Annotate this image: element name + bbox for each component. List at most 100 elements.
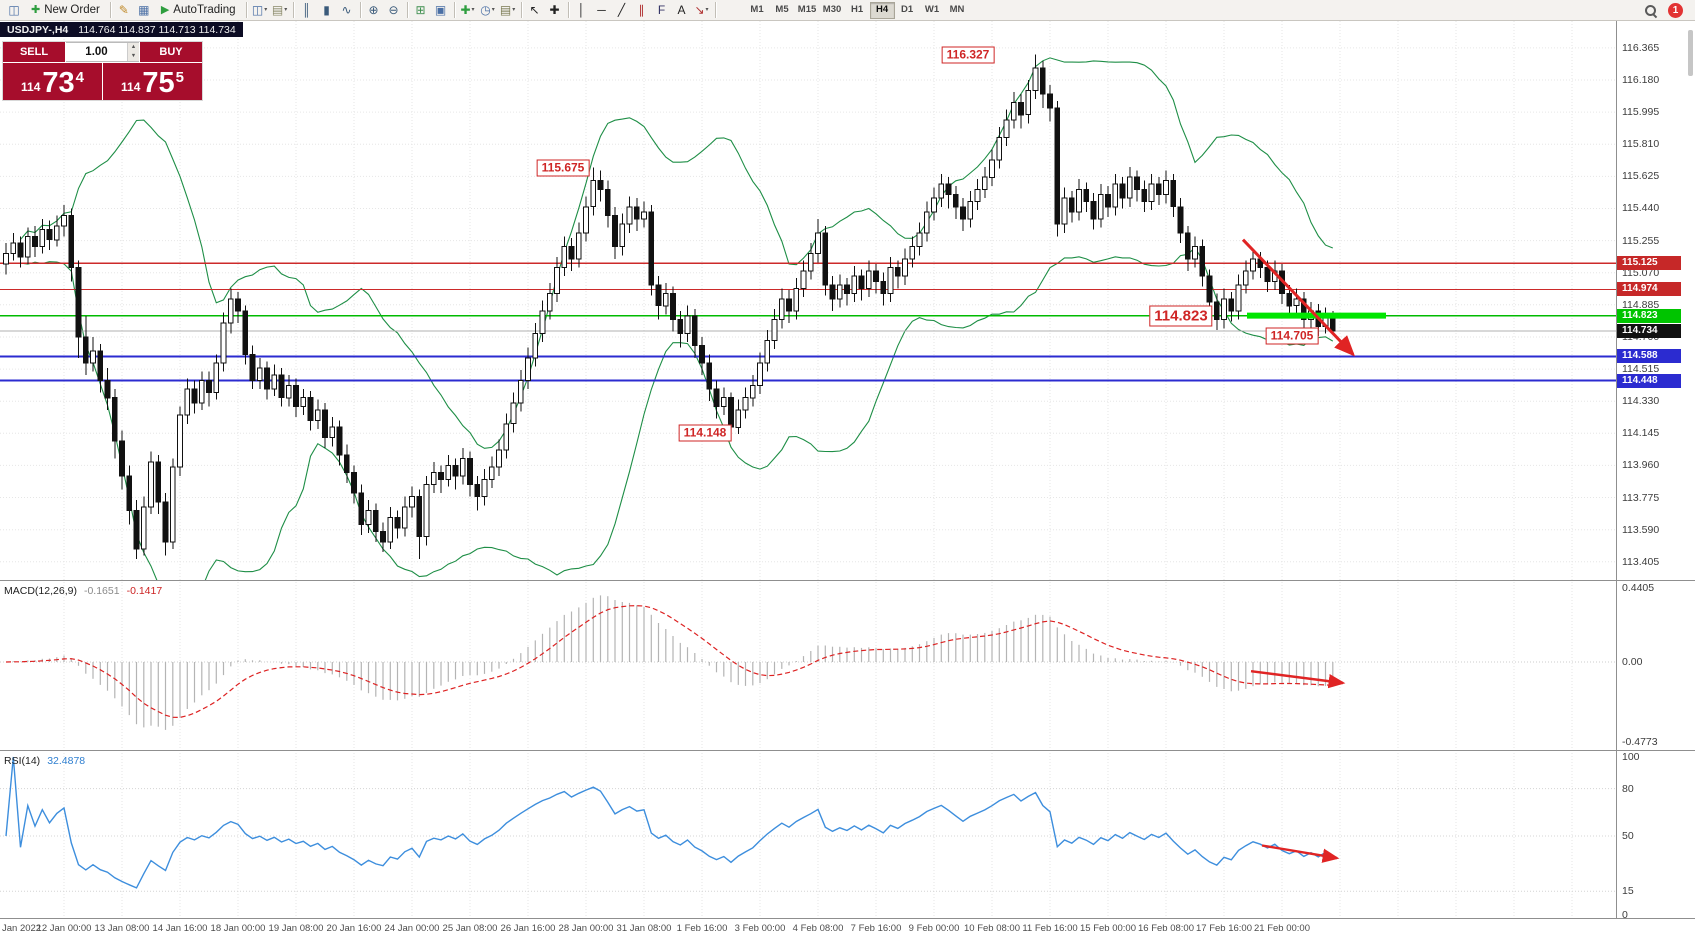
trend-arrow-main[interactable] (1241, 238, 1356, 357)
fibonacci-icon[interactable]: F (652, 1, 672, 20)
macd-main-value: -0.1651 (83, 585, 120, 597)
templates-icon[interactable]: ▤ ▾ (498, 1, 518, 20)
candlestick-chart-icon: ▮ (323, 3, 330, 17)
time-label: 28 Jan 00:00 (558, 923, 614, 934)
macd-signal-value: -0.1417 (126, 585, 163, 597)
timeframe-w1[interactable]: W1 (920, 2, 945, 19)
timeframe-m5[interactable]: M5 (770, 2, 795, 19)
text-icon[interactable]: A (672, 1, 692, 20)
time-label: 9 Feb 00:00 (908, 923, 960, 934)
macd-scale-label: 0.00 (1622, 656, 1643, 668)
timeframe-d1[interactable]: D1 (895, 2, 920, 19)
chart-scrollbar-thumb[interactable] (1688, 30, 1693, 76)
line-chart-icon[interactable]: ∿ (337, 1, 357, 20)
horizontal-line-icon[interactable]: ─ (592, 1, 612, 20)
new-order-button[interactable]: ✚ New Order (24, 1, 107, 20)
autotrading-icon: ▶ (160, 3, 170, 16)
ask-price-display[interactable]: 114 75 5 (103, 63, 202, 100)
price-scale-label: 115.625 (1622, 170, 1660, 183)
timeframe-m15[interactable]: M15 (795, 2, 820, 19)
timeframe-h4[interactable]: H4 (869, 1, 895, 19)
price-annotation-114.705[interactable]: 114.705 (1265, 327, 1319, 345)
price-scale-label: 115.440 (1622, 202, 1660, 215)
time-label: 14 Jan 16:00 (152, 923, 208, 934)
channel-icon[interactable]: ∥ (632, 1, 652, 20)
zoom-in-icon[interactable]: ⊕ (364, 1, 384, 20)
metaeditor-icon[interactable]: ✎ (114, 1, 134, 20)
buy-button[interactable]: BUY (140, 42, 202, 62)
tile-windows-icon[interactable]: ⊞ (411, 1, 431, 20)
chart-window-icon[interactable]: ◫ (4, 1, 24, 20)
lot-size-box: ▲ ▼ (66, 42, 139, 62)
time-label: 11 Feb 16:00 (1022, 923, 1078, 934)
search-icon[interactable] (1645, 4, 1658, 17)
price-scale-label: 115.255 (1622, 234, 1660, 247)
autotrading-button-label: AutoTrading (173, 4, 236, 16)
price-annotation-114.823[interactable]: 114.823 (1149, 305, 1213, 327)
toolbar-separator (292, 2, 294, 18)
dropdown-caret-icon[interactable]: ▾ (491, 7, 495, 13)
trend-arrow-rsi[interactable] (1261, 844, 1340, 863)
trend-arrow-macd[interactable] (1250, 670, 1346, 689)
price-annotation-114.148[interactable]: 114.148 (678, 424, 732, 442)
price-scale-label: 114.330 (1622, 395, 1660, 408)
timeframe-m1[interactable]: M1 (745, 2, 770, 19)
bar-chart-icon[interactable]: ║ (297, 1, 317, 20)
zoom-out-icon[interactable]: ⊖ (384, 1, 404, 20)
trendline-icon[interactable]: ╱ (612, 1, 632, 20)
toolbar-separator (714, 2, 716, 18)
zoom-out-icon: ⊖ (388, 3, 399, 17)
lot-decrease-button[interactable]: ▼ (128, 52, 139, 61)
time-label: 12 Jan 00:00 (36, 923, 92, 934)
new-chart-icon: ◫ (251, 3, 264, 17)
dropdown-caret-icon[interactable]: ▾ (512, 7, 516, 13)
ohlc-quote-label: 114.764 114.837 114.713 114.734 (78, 23, 236, 36)
sell-button[interactable]: SELL (3, 42, 65, 62)
tile-windows-icon: ⊞ (415, 3, 426, 17)
horizontal-line-icon: ─ (597, 3, 606, 17)
profiles-icon[interactable]: ▤ ▾ (270, 1, 290, 20)
macd-histogram (12, 595, 1334, 730)
market-watch-icon: ▦ (138, 3, 150, 17)
price-scale-label: 116.365 (1622, 41, 1660, 54)
bid-price-display[interactable]: 114 73 4 (3, 63, 103, 100)
panel-dividers (0, 21, 1695, 920)
cascade-windows-icon[interactable]: ▣ (431, 1, 451, 20)
time-label: 17 Feb 16:00 (1196, 923, 1252, 934)
price-scale-label: 113.590 (1622, 523, 1660, 536)
lot-increase-button[interactable]: ▲ (128, 43, 139, 52)
arrows-icon[interactable]: ↘ ▾ (692, 1, 712, 20)
autotrading-button[interactable]: ▶ AutoTrading (154, 1, 243, 20)
templates-icon: ▤ (499, 3, 512, 17)
dropdown-caret-icon[interactable]: ▾ (284, 7, 288, 13)
dropdown-caret-icon[interactable]: ▾ (705, 7, 709, 13)
dropdown-caret-icon[interactable]: ▾ (264, 7, 268, 13)
toolbar-right-group: 1 (1645, 2, 1691, 18)
candlesticks (3, 54, 1336, 560)
cursor-icon[interactable]: ↖ (525, 1, 545, 20)
periods-icon[interactable]: ◷ ▾ (478, 1, 498, 20)
time-label: 18 Jan 00:00 (210, 923, 266, 934)
toolbar-items: ◫ ✚ New Order ✎ ▦ ▶ AutoTrading ◫ ▾ ▤ ▾ ║ ▮ ∿ ⊕ ⊖ ⊞ ▣ ✚ ▾ ◷ ▾… (4, 1, 719, 20)
timeframe-mn[interactable]: MN (945, 2, 970, 19)
time-label: 15 Feb 00:00 (1080, 923, 1136, 934)
dropdown-caret-icon[interactable]: ▾ (471, 7, 475, 13)
new-chart-icon[interactable]: ◫ ▾ (250, 1, 270, 20)
notification-badge[interactable]: 1 (1668, 2, 1683, 18)
indicators-icon[interactable]: ✚ ▾ (458, 1, 478, 20)
price-annotation-115.675[interactable]: 115.675 (536, 159, 590, 177)
ask-big-figure: 114 (121, 80, 141, 94)
new-order-button-label: New Order (44, 4, 100, 16)
lot-size-input[interactable] (66, 43, 127, 61)
price-annotation-116.327[interactable]: 116.327 (941, 46, 995, 63)
price-scale-label: 114.145 (1622, 427, 1660, 440)
macd-signal-line (5, 605, 1333, 719)
market-watch-icon[interactable]: ▦ (134, 1, 154, 20)
candlestick-chart-icon[interactable]: ▮ (317, 1, 337, 20)
timeframe-m30[interactable]: M30 (820, 2, 845, 19)
crosshair-icon[interactable]: ✚ (545, 1, 565, 20)
vertical-line-icon[interactable]: │ (572, 1, 592, 20)
cursor-icon: ↖ (529, 3, 540, 17)
timeframe-h1[interactable]: H1 (845, 2, 870, 19)
